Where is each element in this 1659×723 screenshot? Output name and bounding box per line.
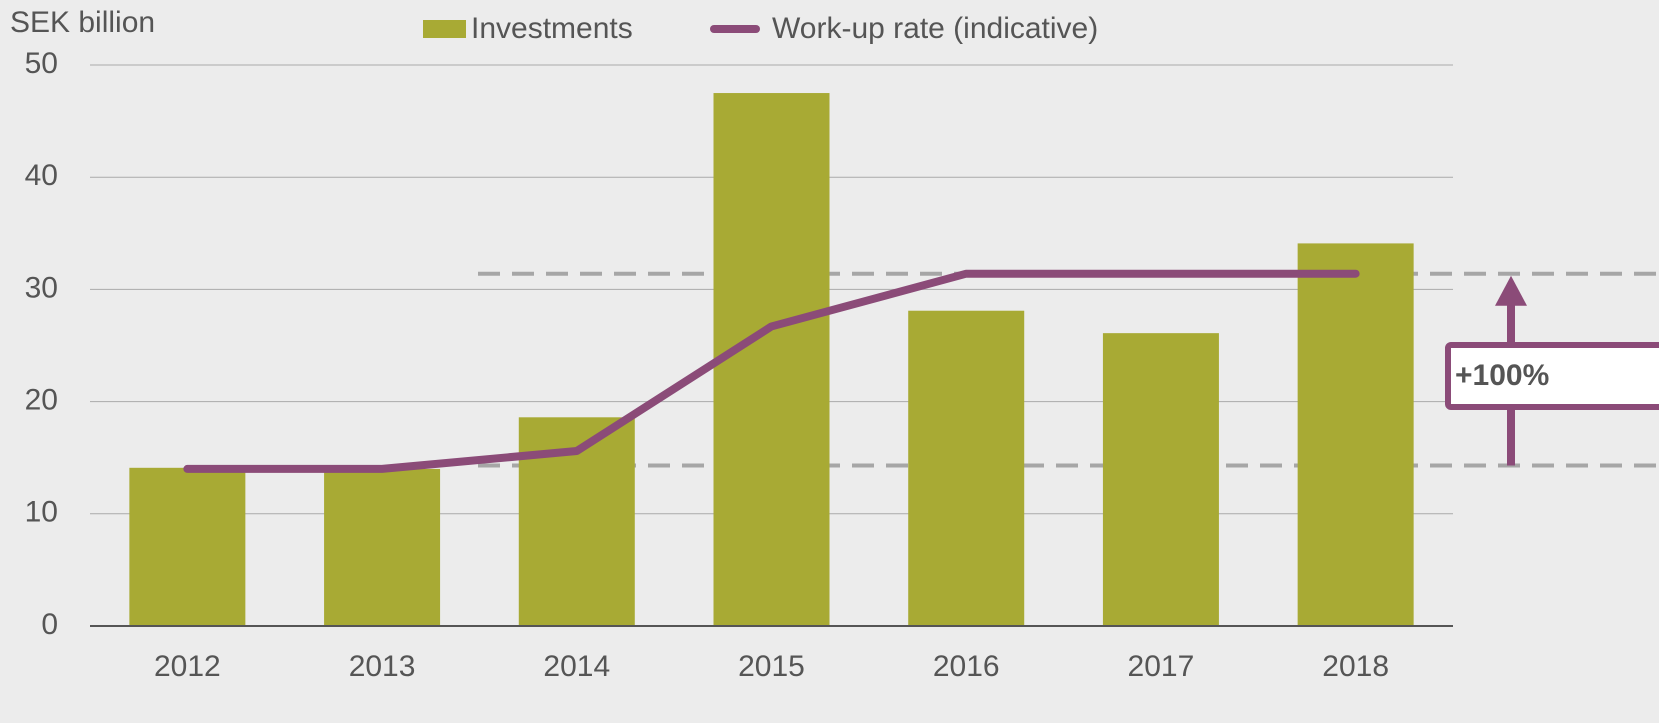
legend-label: Investments [471, 12, 633, 45]
x-tick-label: 2014 [543, 650, 610, 683]
y-tick-label: 10 [25, 496, 58, 529]
legend-swatch [423, 20, 466, 38]
x-tick-label: 2016 [933, 650, 1000, 683]
y-tick-label: 40 [25, 159, 58, 192]
bar [324, 468, 441, 626]
x-tick-label: 2018 [1322, 650, 1389, 683]
annotation: +100% [1455, 359, 1549, 392]
bar [908, 310, 1025, 626]
bar [713, 93, 830, 627]
y-tick-label: 50 [25, 47, 58, 80]
annotation-arrowhead [1495, 275, 1527, 306]
bar [1297, 243, 1414, 626]
x-tick-label: 2017 [1128, 650, 1195, 683]
y-axis-label: SEK billion [10, 6, 155, 39]
line [183, 269, 1360, 473]
x-tick-label: 2015 [738, 650, 805, 683]
annotation-box [1445, 342, 1659, 410]
y-tick-label: 20 [25, 384, 58, 417]
y-tick-label: 30 [25, 271, 58, 304]
legend-label: Work-up rate (indicative) [772, 12, 1098, 45]
x-tick-label: 2013 [349, 650, 416, 683]
x-tick-label: 2012 [154, 650, 221, 683]
y-tick-label: 0 [41, 608, 58, 641]
bar [1102, 333, 1219, 626]
bar [129, 467, 246, 626]
